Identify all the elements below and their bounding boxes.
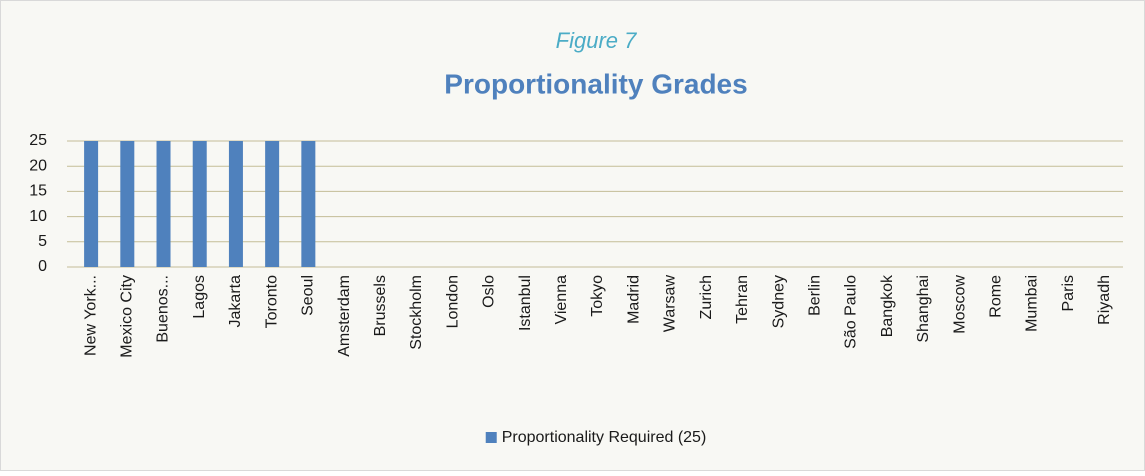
x-tick-label: New York... [82, 275, 99, 356]
y-tick-label: 20 [29, 157, 47, 174]
x-tick-label: Brussels [372, 275, 389, 336]
bar [301, 141, 316, 267]
bar [120, 141, 135, 267]
x-tick-label: Amsterdam [336, 275, 353, 357]
x-tick-label: Vienna [553, 275, 570, 325]
x-tick-label: São Paulo [843, 275, 860, 349]
legend-label: Proportionality Required (25) [502, 429, 707, 446]
bar [192, 141, 207, 267]
x-tick-label: Shanghai [915, 275, 932, 343]
x-tick-label: Toronto [263, 275, 280, 328]
x-tick-label: Mumbai [1024, 275, 1041, 332]
x-tick-label: Istanbul [517, 275, 534, 331]
y-tick-label: 10 [29, 208, 47, 225]
x-tick-label: Rome [987, 275, 1004, 318]
x-tick-label: Warsaw [662, 275, 679, 333]
x-tick-label: Bangkok [879, 274, 896, 337]
x-tick-label: Jakarta [227, 275, 244, 328]
x-tick-label: Tokyo [589, 275, 606, 317]
bar [228, 141, 243, 267]
x-tick-label: Riyadh [1096, 275, 1113, 325]
x-tick-label: Paris [1060, 275, 1077, 311]
y-tick-label: 0 [38, 258, 47, 275]
x-tick-label: Zurich [698, 275, 715, 319]
x-tick-label: Buenos... [155, 275, 172, 343]
x-tick-label: London [444, 275, 461, 328]
legend-swatch [485, 432, 497, 443]
chart-title: Proportionality Grades [444, 68, 747, 99]
x-tick-label: Seoul [300, 275, 317, 316]
x-tick-label: Madrid [625, 275, 642, 324]
x-tick-label: Sydney [770, 275, 787, 328]
y-tick-label: 25 [29, 132, 47, 149]
bar [156, 141, 171, 267]
x-tick-label: Mexico City [119, 275, 136, 358]
x-tick-label: Oslo [481, 275, 498, 308]
bar [84, 141, 99, 267]
chart-subtitle: Figure 7 [556, 28, 637, 53]
y-tick-label: 5 [38, 233, 47, 250]
bar [265, 141, 280, 267]
x-tick-label: Tehran [734, 275, 751, 324]
x-tick-label: Berlin [806, 275, 823, 316]
x-tick-label: Moscow [951, 275, 968, 334]
x-tick-label: Stockholm [408, 275, 425, 350]
y-tick-label: 15 [29, 183, 47, 200]
x-tick-label: Lagos [191, 275, 208, 319]
